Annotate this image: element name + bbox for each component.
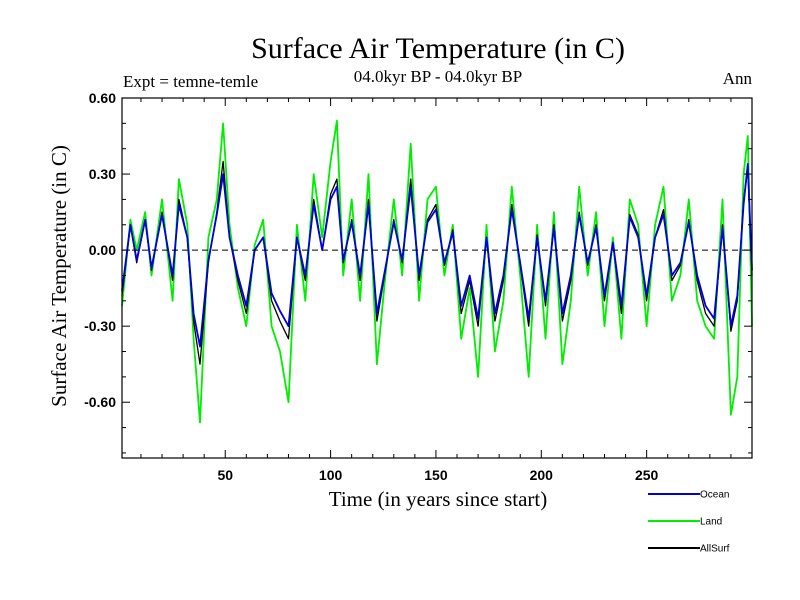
subtitle-center: 04.0kyr BP - 04.0kyr BP [354,67,522,86]
series-layer [121,119,753,424]
ticks-layer: 50 100 150 200 250 0.60 0.30 0.00 -0.30 -0.60 [84,90,752,483]
x-tick-label: 100 [319,467,343,483]
legend: Ocean Land AllSurf [648,490,730,555]
y-tick-label: 0.00 [89,242,116,258]
y-tick-label: -0.30 [84,318,116,334]
x-tick-label: 200 [530,467,554,483]
subtitle-left: Expt = temne-temle [123,72,258,91]
series-line-ocean [121,162,753,348]
y-axis-label: Surface Air Temperature (in C) [47,145,71,407]
legend-label-ocean: Ocean [700,490,729,501]
y-tick-label: 0.30 [89,166,116,182]
x-tick-label: 250 [635,467,659,483]
x-tick-label: 150 [424,467,448,483]
subtitle-right: Ann [723,69,753,88]
series-line-land [121,119,753,424]
y-tick-label: -0.60 [84,394,116,410]
x-tick-label: 50 [217,467,233,483]
y-tick-label: 0.60 [89,90,116,106]
chart-title: Surface Air Temperature (in C) [251,32,625,65]
legend-label-allsurf: AllSurf [700,544,730,555]
legend-label-land: Land [700,517,722,528]
x-axis-label: Time (in years since start) [329,487,548,511]
plot-frame [121,97,753,459]
